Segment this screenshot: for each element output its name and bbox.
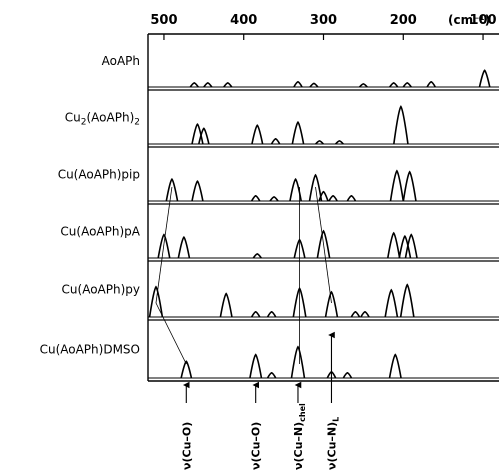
spectrum-peak: [250, 194, 261, 202]
annotation-label: ν(Cu–N)L: [325, 417, 340, 470]
series-label: Cu(AoAPh)pA: [60, 225, 140, 239]
correlation-line: [323, 243, 332, 304]
spectrum-peak: [388, 353, 402, 379]
x-unit-label: (cm⁻¹): [448, 13, 490, 27]
series-label: Cu2(AoAPh)2: [65, 111, 140, 128]
correlation-line: [315, 186, 324, 245]
series-panel: Cu(AoAPh)pA: [60, 203, 499, 259]
spectrum-peak: [252, 253, 262, 259]
spectrum-peak: [290, 345, 306, 379]
spectrum-peak: [334, 140, 344, 145]
x-tick-label: 200: [390, 13, 417, 28]
spectrum-peak: [189, 82, 199, 88]
spectrum-peak: [308, 173, 323, 202]
spectrum-peak: [360, 310, 370, 318]
spectrum-peak: [358, 83, 368, 88]
spectrum-peak: [269, 196, 279, 202]
spectrum-peak: [402, 82, 412, 88]
correlation-line: [155, 243, 165, 304]
correlation-line: [155, 302, 187, 365]
series-panel: Cu(AoAPh)pip: [58, 146, 499, 202]
spectrum-peak: [219, 292, 233, 318]
spectrum-peak: [180, 360, 193, 379]
annotation-label: ν(Cu–O): [250, 422, 263, 470]
spectrum-peak: [249, 353, 263, 379]
x-tick-label: 300: [310, 13, 337, 28]
spectrum-peak: [389, 169, 405, 202]
spectrum-peak: [426, 80, 436, 88]
spectrum-peak: [203, 82, 213, 88]
spectrum-peak: [250, 310, 261, 318]
series-label: Cu(AoAPh)py: [62, 283, 140, 297]
spectrum-peak: [293, 80, 303, 88]
spectrum-peak: [223, 82, 233, 88]
spectrum-peak: [266, 310, 277, 318]
series-panel: Cu(AoAPh)DMSO: [40, 319, 499, 379]
spectrum-peak: [404, 233, 418, 259]
spectrum-peak: [402, 170, 417, 202]
spectrum-peak: [393, 105, 409, 145]
spectrum-peak: [315, 140, 324, 145]
spectrum-peak: [398, 234, 412, 259]
x-tick-label: 100: [469, 13, 496, 28]
spectrum-peak: [384, 288, 399, 318]
spectrum-peak: [324, 290, 339, 318]
spectrum-peak: [191, 180, 204, 202]
spectrum-peak: [270, 137, 281, 145]
spectrum-peak: [157, 233, 171, 259]
spectrum-peak: [342, 371, 353, 379]
series-panel: AoAPh: [102, 54, 499, 88]
spectrum-peak: [399, 283, 415, 318]
spectrum-peak: [266, 371, 277, 379]
spectrum-peak: [346, 194, 357, 202]
x-tick-label: 400: [230, 13, 257, 28]
spectrum-peak: [318, 190, 329, 202]
spectrum-peak: [309, 82, 319, 88]
x-tick-label: 500: [150, 13, 177, 28]
spectrum-peak: [177, 236, 191, 259]
series-label: Cu(AoAPh)DMSO: [40, 343, 140, 357]
spectrum-peak: [148, 285, 164, 318]
annotation-label: ν(Cu–O): [180, 422, 193, 470]
correlation-line: [163, 186, 173, 245]
spectrum-peak: [165, 177, 179, 202]
spectrum-peak: [328, 194, 338, 202]
spectrum-peak: [251, 124, 264, 145]
spectrum-peak: [478, 69, 491, 88]
spectrum-peak: [291, 120, 305, 145]
series-panel: Cu2(AoAPh)2: [65, 89, 499, 145]
spectrum-peak: [198, 127, 210, 145]
spectrum-peak: [389, 82, 399, 88]
spectrum-peak: [316, 229, 331, 259]
annotation-label: ν(Cu–N)chel: [292, 403, 307, 470]
spectrum-peak: [387, 231, 401, 259]
series-panel: Cu(AoAPh)py: [62, 260, 499, 318]
series-label: Cu(AoAPh)pip: [58, 168, 140, 182]
series-label: AoAPh: [102, 54, 140, 68]
spectrum-peak: [350, 310, 361, 318]
